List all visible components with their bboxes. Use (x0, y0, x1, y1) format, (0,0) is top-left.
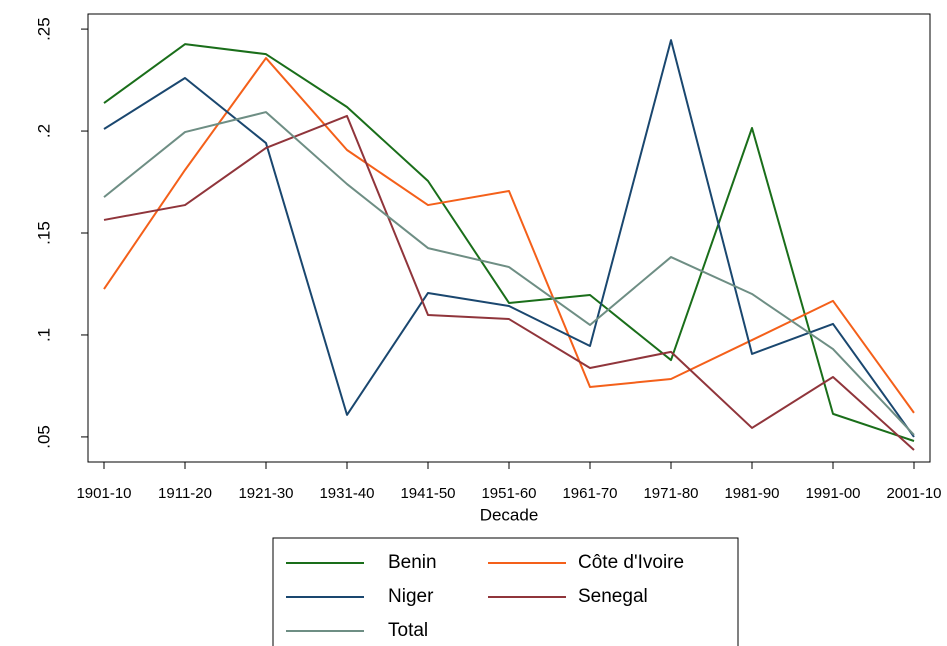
y-tick-label: .2 (34, 124, 53, 138)
y-tick-label: .05 (34, 425, 53, 449)
x-axis-label: Decade (480, 505, 539, 524)
x-tick-label: 1921-30 (238, 485, 293, 502)
x-tick-label: 1981-90 (724, 485, 779, 502)
y-tick-label: .1 (34, 328, 53, 342)
x-tick-label: 1941-50 (400, 485, 455, 502)
legend-label: Benin (388, 552, 437, 573)
legend-label: Total (388, 620, 428, 641)
series-line (103, 57, 915, 414)
x-tick-label: 1911-20 (158, 485, 212, 502)
x-tick-label: 1951-60 (481, 485, 536, 502)
legend-frame (272, 537, 739, 646)
x-tick-label: 1901-10 (76, 485, 131, 502)
series-line (103, 39, 915, 438)
x-tick-label: 1961-70 (562, 485, 617, 502)
series-line (103, 43, 915, 442)
legend-label: Côte d'Ivoire (578, 552, 684, 573)
series-line (103, 114, 915, 451)
legend-label: Senegal (578, 586, 648, 607)
y-tick-label: .25 (34, 17, 53, 41)
x-tick-label: 1931-40 (319, 485, 374, 502)
x-tick-label: 1971-80 (643, 485, 698, 502)
y-tick-label: .15 (34, 221, 53, 245)
series-line (103, 111, 915, 436)
x-tick-label: 1991-00 (805, 485, 860, 502)
legend-label: Niger (388, 586, 434, 607)
x-tick-label: 2001-10 (886, 485, 941, 502)
